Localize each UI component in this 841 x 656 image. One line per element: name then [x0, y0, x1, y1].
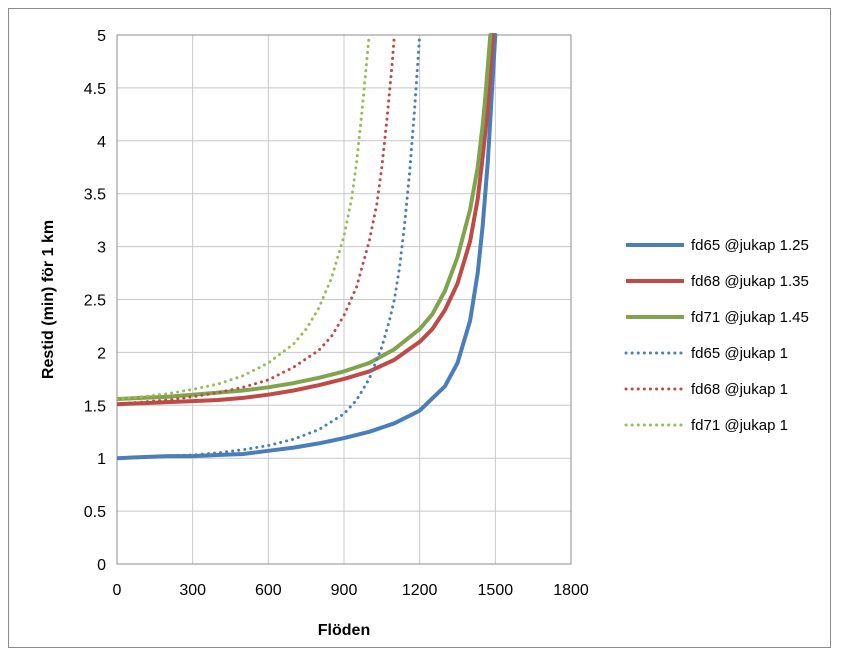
y-tick-label: 1 [97, 451, 106, 468]
x-tick-label: 1500 [478, 582, 514, 599]
x-tick-label: 1200 [402, 582, 438, 599]
x-tick-label: 600 [255, 582, 282, 599]
series-line-6 [117, 33, 371, 401]
x-tick-label: 1800 [553, 582, 589, 599]
y-tick-label: 3 [97, 240, 106, 257]
series-line-5 [117, 33, 396, 406]
y-tick-label: 1.5 [84, 398, 106, 415]
y-tick-label: 3.5 [84, 187, 106, 204]
legend-label-3: fd71 @jukap 1.45 [691, 309, 809, 326]
y-tick-label: 0.5 [84, 504, 106, 521]
series-line-2 [117, 33, 495, 407]
y-tick-label: 5 [97, 28, 106, 45]
x-tick-label: 900 [331, 582, 358, 599]
series-line-4 [117, 33, 422, 460]
x-tick-label: 300 [179, 582, 206, 599]
y-tick-label: 2.5 [84, 293, 106, 310]
legend-label-2: fd68 @jukap 1.35 [691, 273, 809, 290]
y-tick-label: 0 [97, 557, 106, 574]
x-axis-title: Flöden [318, 622, 370, 639]
series-lines [117, 33, 498, 461]
legend-label-5: fd68 @jukap 1 [691, 381, 788, 398]
legend-label-6: fd71 @jukap 1 [691, 417, 788, 434]
y-tick-label: 4.5 [84, 81, 106, 98]
legend-label-1: fd65 @jukap 1.25 [691, 237, 809, 254]
y-tick-label: 2 [97, 345, 106, 362]
legend-label-4: fd65 @jukap 1 [691, 345, 788, 362]
tick-labels: 0 300 600 900 1200 1500 1800 0 0.5 1 1.5 2 2.5 3 3.5 4 4… [84, 28, 589, 599]
y-axis-title: Restid (min) för 1 km [40, 220, 57, 379]
series-line-3 [117, 33, 493, 401]
x-tick-label: 0 [113, 582, 122, 599]
series-line-1 [117, 33, 498, 461]
plot-area-border [116, 34, 572, 565]
y-tick-label: 4 [97, 134, 106, 151]
legend: fd65 @jukap 1.25 fd68 @jukap 1.35 fd71 @ju… [624, 237, 809, 434]
gridlines [116, 34, 572, 565]
